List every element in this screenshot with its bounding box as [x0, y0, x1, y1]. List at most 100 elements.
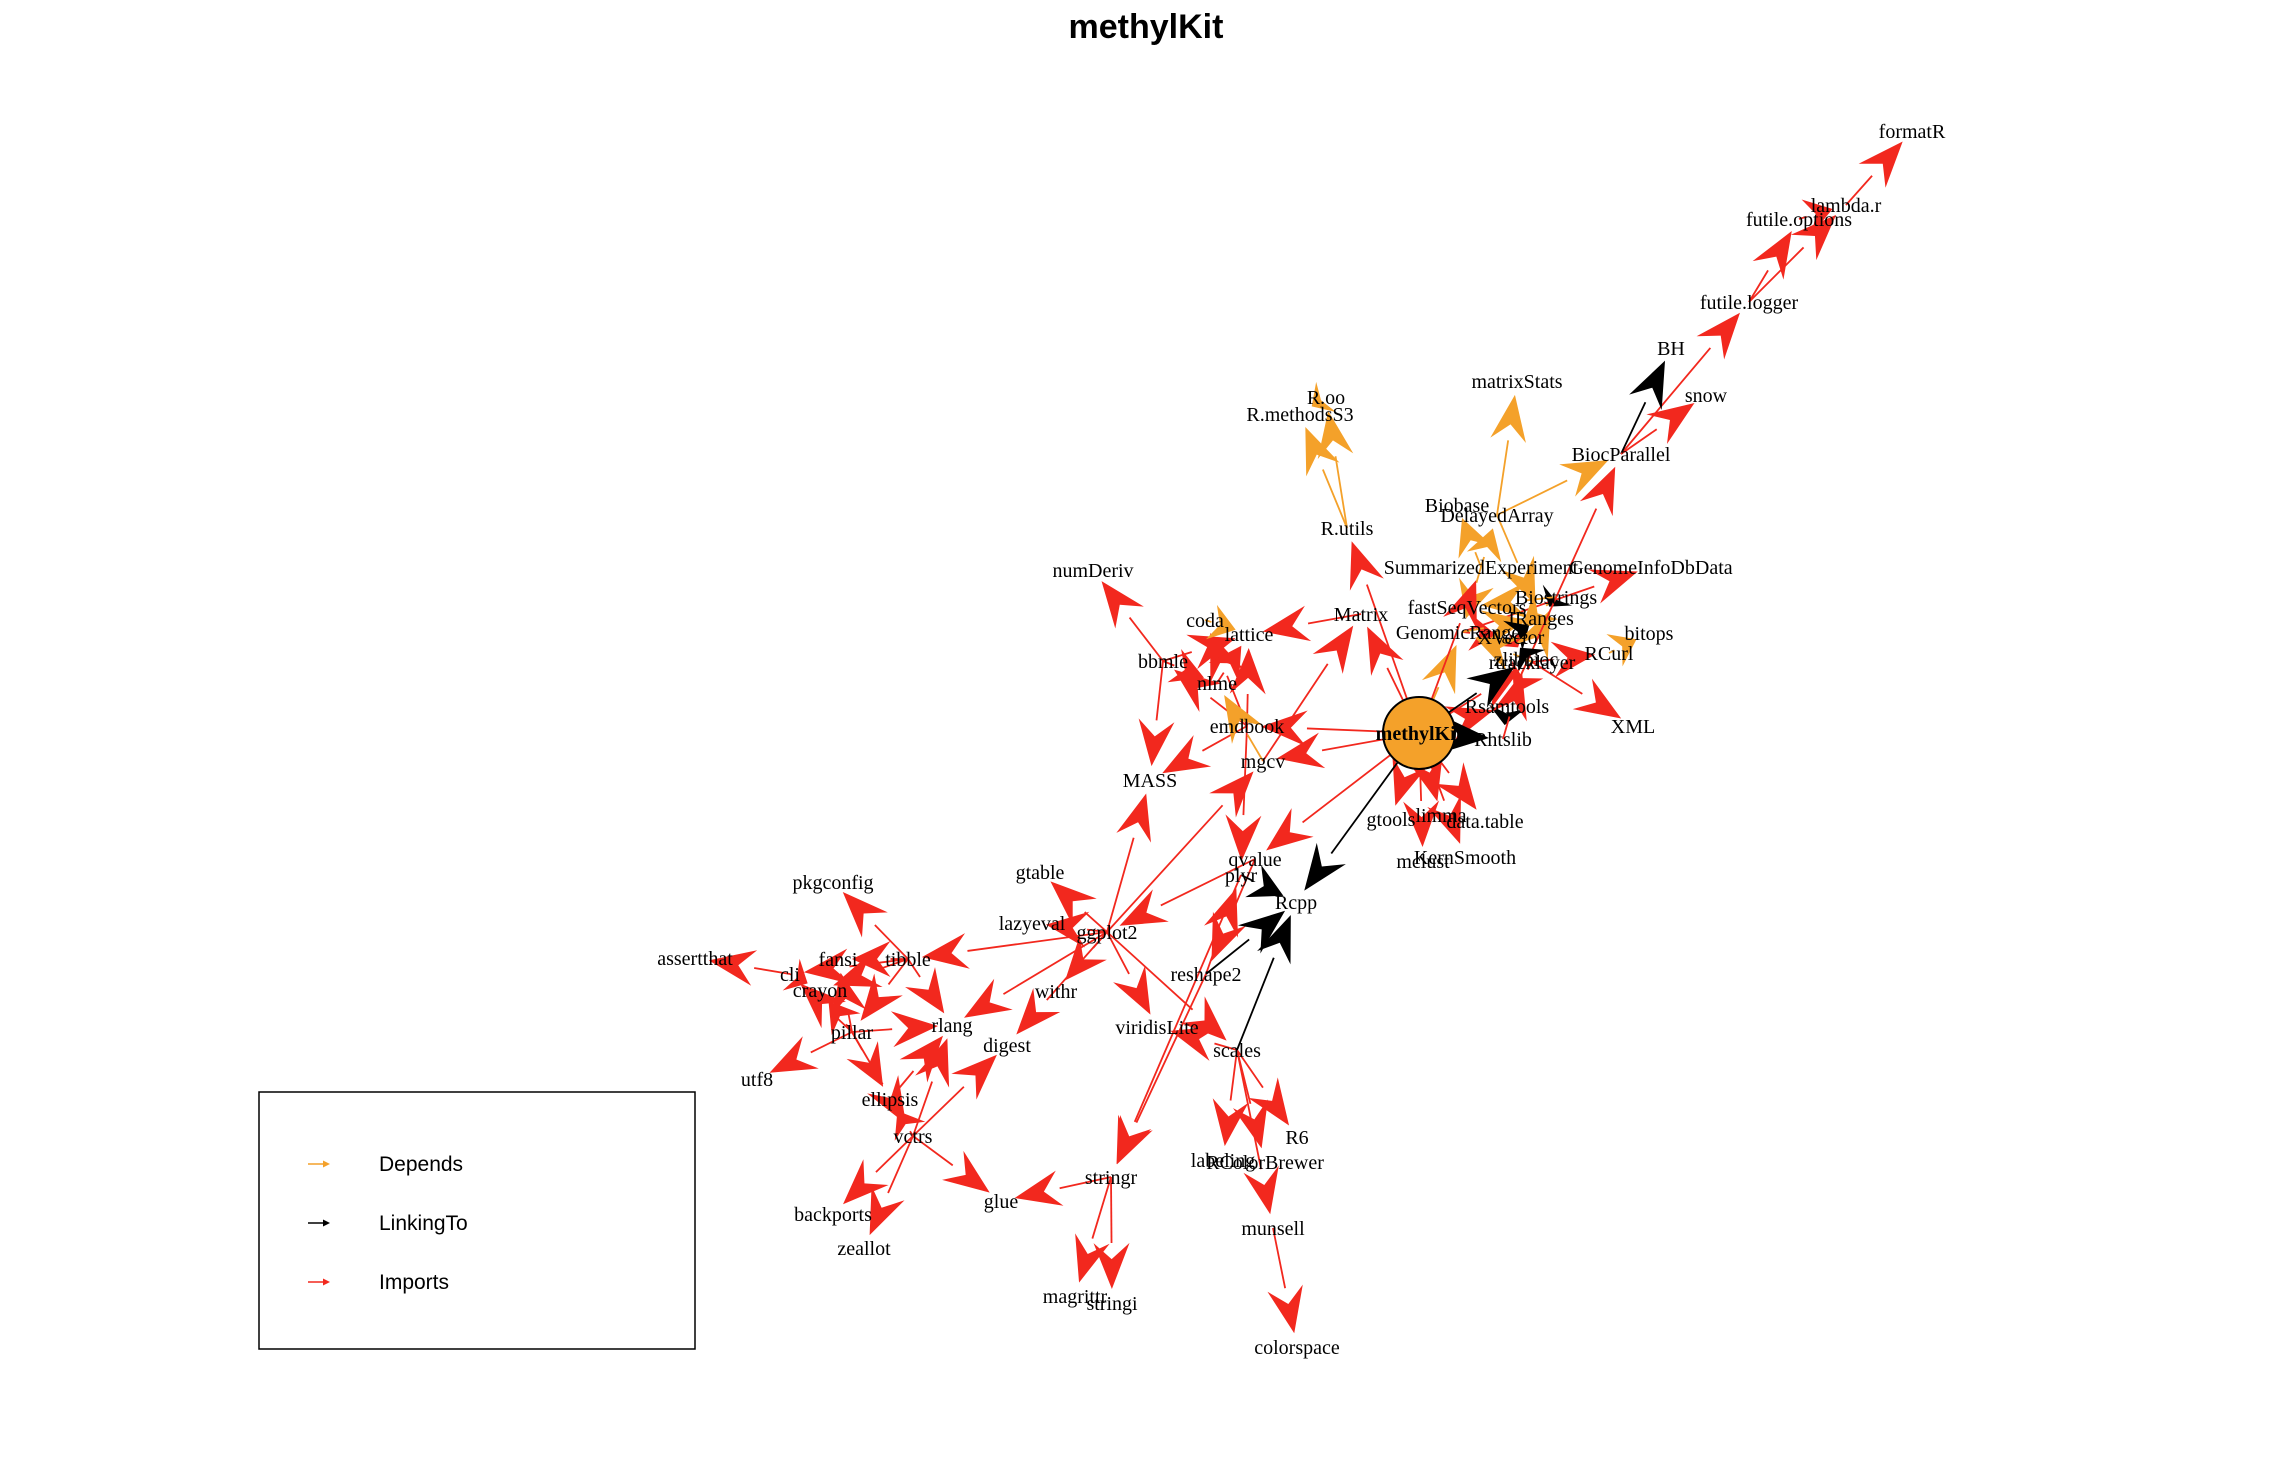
- node-pillar: pillar: [831, 1022, 874, 1044]
- node-RColorBrewer: RColorBrewer: [1206, 1152, 1324, 1174]
- root-node-circle: [1382, 696, 1456, 770]
- arrowhead-scales-Rcpp: [1257, 915, 1291, 965]
- arrowhead-GenomicRanges-GenomeInfoDbData: [1588, 569, 1638, 604]
- legend-item-linkingto: LinkingTo: [308, 1212, 468, 1235]
- node-Rsamtools: Rsamtools: [1465, 696, 1550, 718]
- arrowhead-pillar-rlang: [890, 1011, 939, 1048]
- node-digest: digest: [983, 1035, 1031, 1057]
- node-label: colorspace: [1254, 1337, 1340, 1359]
- arrowhead-ggplot2-viridisLite: [1113, 965, 1151, 1015]
- node-label: fansi: [819, 949, 858, 971]
- edge-pillar-rlang: [851, 1028, 893, 1033]
- edge-stringr-stringi: [1110, 1176, 1113, 1244]
- arrowhead-ggplot2-scales: [1180, 996, 1227, 1041]
- node-label: BiocParallel: [1572, 444, 1671, 466]
- edge-ggplot2-gtable: [1084, 911, 1108, 933]
- arrowhead-methylKit-Matrix: [1367, 626, 1404, 676]
- edge-ggplot2-mgcv: [1106, 804, 1224, 933]
- arrowhead-reshape2-stringr: [1116, 1115, 1153, 1165]
- node-emdbook: emdbook: [1210, 716, 1284, 738]
- node-label: R.oo: [1307, 387, 1345, 409]
- edge-vctrs-glue: [912, 1135, 954, 1167]
- arrowhead-scales-R6: [1248, 1077, 1290, 1126]
- edge-bbmle-nlme: [1162, 660, 1175, 667]
- arrowhead-tibble-cli: [803, 948, 852, 985]
- node-mclust: mclust: [1396, 851, 1450, 873]
- legend-item-depends: Depends: [308, 1153, 463, 1176]
- arrowhead-futile.logger-lambda.r: [1790, 214, 1837, 261]
- arrowhead-futile.logger-futile.options: [1752, 230, 1792, 280]
- arrowhead-RCurl-bitops: [1606, 634, 1637, 667]
- edge-emdbook-MASS: [1201, 725, 1248, 752]
- edge-layer: [708, 141, 1903, 1334]
- arrowhead-tibble-rlang: [905, 967, 945, 1014]
- node-munsell: munsell: [1241, 1218, 1305, 1240]
- arrowhead-DelayedArray-matrixStats: [1490, 394, 1526, 443]
- node-label: numDeriv: [1052, 560, 1133, 582]
- arrowhead-SummarizedExperiment-DelayedArray: [1466, 528, 1502, 563]
- arrowhead-GenomicRanges-IRanges: [1480, 610, 1528, 646]
- node-label: labeling: [1191, 1150, 1255, 1172]
- edge-rtracklayer-RCurl: [1531, 658, 1553, 663]
- edge-reshape2-plyr: [1205, 931, 1222, 975]
- arrowhead-methylKit-GenomicRanges: [1421, 644, 1457, 695]
- node-formatR: formatR: [1879, 121, 1946, 143]
- edge-ggplot2-scales: [1106, 931, 1194, 1011]
- node-nlme: nlme: [1197, 673, 1237, 695]
- edge-scales-labeling: [1229, 1049, 1238, 1101]
- node-zlibbioc: zlibbioc: [1494, 649, 1559, 671]
- edge-ggplot2-digest: [1046, 931, 1108, 1001]
- edge-cli-assertthat: [754, 967, 791, 975]
- node-GenomeInfoDbData: GenomeInfoDbData: [1569, 557, 1732, 579]
- node-stringi: stringi: [1086, 1293, 1138, 1315]
- arrowhead-munsell-colorspace: [1267, 1284, 1303, 1334]
- arrowhead-ggplot2-rlang: [964, 978, 1013, 1018]
- edge-Matrix-lattice: [1307, 613, 1362, 625]
- edge-Biostrings-fastSeqVectors: [1526, 596, 1557, 602]
- arrowhead-emdbook-lattice: [1229, 647, 1266, 695]
- arrowhead-methylKit-Rcpp: [1304, 842, 1346, 891]
- arrowhead-Biostrings-IRanges: [1542, 584, 1573, 607]
- node-lattice: lattice: [1225, 624, 1274, 646]
- node-label: scales: [1213, 1040, 1261, 1062]
- arrowhead-ggplot2-gtable: [1050, 881, 1097, 926]
- arrowhead-GenomicRanges-XVector: [1468, 614, 1498, 651]
- node-assertthat: assertthat: [657, 948, 733, 970]
- node-R.oo: R.oo: [1307, 387, 1345, 409]
- arrowhead-R.oo-R.methodsS3: [1311, 381, 1336, 413]
- node-label: gtable: [1016, 862, 1065, 884]
- arrowhead-pillar-utf8: [769, 1036, 819, 1073]
- arrowhead-ggplot2-withr: [1065, 936, 1107, 981]
- node-zeallot: zeallot: [837, 1238, 891, 1260]
- node-label: magrittr: [1043, 1286, 1108, 1308]
- edge-scales-munsell: [1236, 1049, 1262, 1170]
- arrowhead-emdbook-MASS: [1162, 735, 1212, 774]
- arrowhead-ellipsis-rlang: [899, 1035, 944, 1083]
- arrowhead-methylKit-limma: [1408, 752, 1443, 802]
- arrowhead-vctrs-ellipsis: [894, 1110, 926, 1141]
- node-magrittr: magrittr: [1043, 1286, 1108, 1308]
- edge-qvalue-ggplot2: [1160, 858, 1256, 907]
- edge-munsell-colorspace: [1272, 1227, 1287, 1289]
- node-label: mclust: [1396, 851, 1450, 873]
- node-futile.options: futile.options: [1746, 209, 1852, 231]
- node-glue: glue: [984, 1191, 1019, 1213]
- arrowhead-cli-assertthat: [708, 950, 758, 986]
- node-label: lambda.r: [1811, 195, 1882, 217]
- node-Biobase: Biobase: [1425, 495, 1490, 517]
- edge-R.utils-R.methodsS3: [1322, 469, 1348, 529]
- node-label: viridisLite: [1115, 1017, 1198, 1039]
- node-fansi: fansi: [819, 949, 858, 971]
- edge-futile.logger-futile.options: [1748, 269, 1769, 303]
- node-label: rlang: [931, 1015, 972, 1037]
- node-label: plyr: [1225, 865, 1258, 887]
- edge-vctrs-zeallot: [887, 1135, 914, 1194]
- node-label: digest: [983, 1035, 1031, 1057]
- edge-pillar-fansi: [847, 1012, 853, 1033]
- arrowhead-vctrs-digest: [951, 1054, 997, 1100]
- node-ellipsis: ellipsis: [862, 1089, 919, 1111]
- legend-arrow-head: [323, 1160, 330, 1168]
- node-label: Rhtslib: [1474, 729, 1532, 751]
- edge-ggplot2-viridisLite: [1106, 931, 1130, 975]
- edge-ggplot2-rlang: [1002, 931, 1108, 995]
